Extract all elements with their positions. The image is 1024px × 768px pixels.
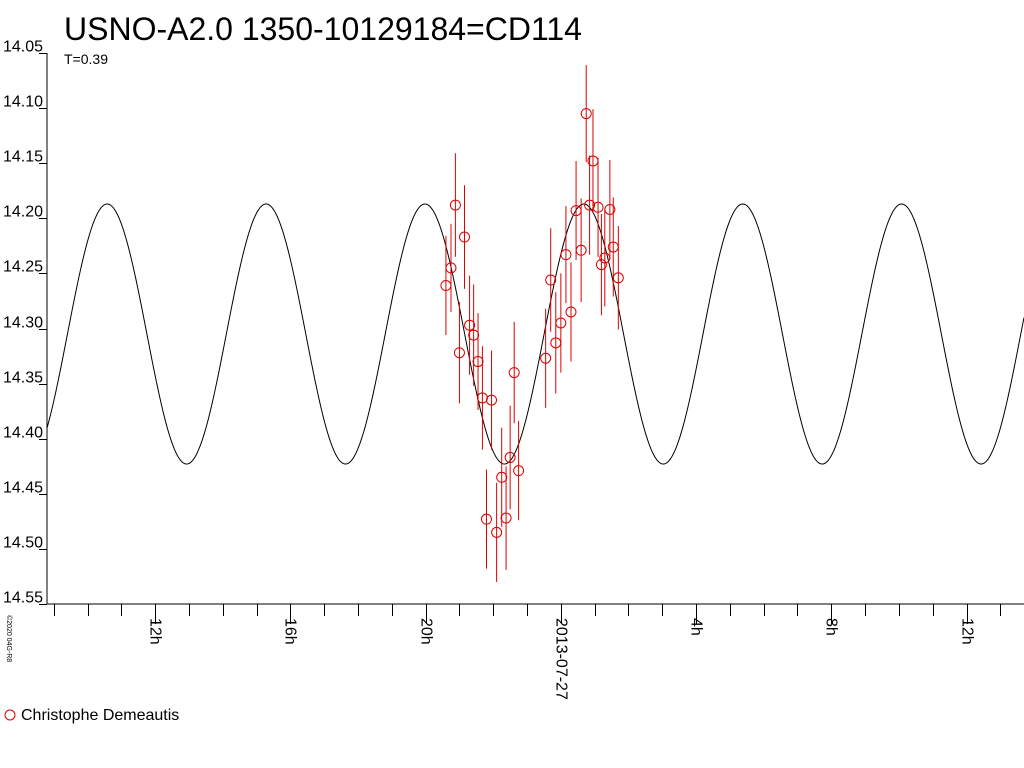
x-tick-label: 20h <box>418 618 435 645</box>
data-point <box>604 159 616 260</box>
data-point <box>480 469 492 569</box>
x-axis-ticks: 12h 16h 20h 2013-07-27 4h 8h 12h <box>54 604 1001 700</box>
legend: Christophe Demeautis <box>4 707 179 724</box>
data-point <box>445 223 457 312</box>
data-point-marker <box>540 352 552 364</box>
data-point-marker <box>496 471 508 483</box>
data-point <box>595 213 607 316</box>
data-point <box>440 235 452 336</box>
y-tick-label: 14.50 <box>3 535 43 552</box>
model-curve <box>46 203 1024 465</box>
data-point-marker <box>500 512 512 524</box>
y-tick-label: 14.45 <box>3 480 43 497</box>
data-point <box>560 206 572 304</box>
data-point-marker <box>508 367 520 379</box>
data-point <box>555 273 567 373</box>
x-tick-label: 12h <box>147 618 164 645</box>
data-point <box>580 65 592 163</box>
chart-subtitle: T=0.39 <box>64 51 108 67</box>
data-point-marker <box>491 526 503 538</box>
data-point <box>496 427 508 527</box>
data-point-marker <box>468 329 480 341</box>
data-point <box>540 308 552 408</box>
data-point <box>504 405 516 510</box>
data-point <box>476 346 488 450</box>
observation-points <box>440 65 624 582</box>
data-point-marker <box>449 199 461 211</box>
y-tick-label: 14.25 <box>3 259 43 276</box>
data-point <box>453 302 465 404</box>
data-point <box>464 275 476 375</box>
data-point <box>491 482 503 582</box>
y-tick-label: 14.55 <box>3 590 43 607</box>
data-point-marker <box>453 347 465 359</box>
data-point-marker <box>612 272 624 284</box>
data-point-marker <box>560 249 572 261</box>
x-tick-label: 16h <box>282 618 299 645</box>
y-tick-label: 14.35 <box>3 370 43 387</box>
data-point-marker <box>555 317 567 329</box>
data-point <box>612 226 624 330</box>
data-point-marker <box>480 513 492 525</box>
data-point-marker <box>472 356 484 368</box>
y-tick-label: 14.40 <box>3 425 43 442</box>
data-point-marker <box>545 274 557 286</box>
data-point <box>545 228 557 332</box>
data-point <box>468 284 480 386</box>
data-point-marker <box>584 199 596 211</box>
axes <box>46 53 1024 605</box>
data-point <box>449 153 461 257</box>
data-point-marker <box>486 394 498 406</box>
data-point-marker <box>464 319 476 331</box>
x-tick-label: 4h <box>688 618 705 636</box>
data-point <box>472 313 484 411</box>
data-point <box>486 350 498 450</box>
x-tick-label: 2013-07-27 <box>553 618 570 700</box>
data-point <box>513 421 525 521</box>
y-tick-label: 14.05 <box>3 39 43 56</box>
data-point-marker <box>445 262 457 274</box>
data-point-marker <box>513 465 525 477</box>
data-point <box>592 157 604 257</box>
y-tick-label: 14.20 <box>3 204 43 221</box>
x-tick-label: 12h <box>959 618 976 645</box>
data-point <box>459 185 471 289</box>
data-point-marker <box>565 306 577 318</box>
data-point-marker <box>604 203 616 215</box>
y-axis-ticks: 14.05 14.10 14.15 14.20 14.25 14.30 14.35 14.40… <box>3 39 47 607</box>
data-point-marker <box>459 231 471 243</box>
chart-title: USNO-A2.0 1350-10129184=CD114 <box>64 11 582 47</box>
data-point-marker <box>504 451 516 463</box>
data-point-marker <box>592 201 604 213</box>
y-tick-label: 14.15 <box>3 149 43 166</box>
data-point <box>565 262 577 362</box>
data-point-marker <box>580 108 592 120</box>
data-point <box>508 321 520 424</box>
data-point <box>500 466 512 570</box>
legend-label: Christophe Demeautis <box>21 707 179 724</box>
data-point-marker <box>575 244 587 256</box>
y-tick-label: 14.30 <box>3 315 43 332</box>
data-point <box>550 292 562 394</box>
data-point <box>584 155 596 255</box>
x-tick-label: 8h <box>823 618 840 636</box>
data-point <box>575 198 587 303</box>
credit-label: ©2020 04G-R8 <box>5 615 13 662</box>
model-curve-path <box>46 203 1024 465</box>
legend-marker <box>4 709 16 721</box>
data-point-marker <box>595 259 607 271</box>
y-tick-label: 14.10 <box>3 94 43 111</box>
